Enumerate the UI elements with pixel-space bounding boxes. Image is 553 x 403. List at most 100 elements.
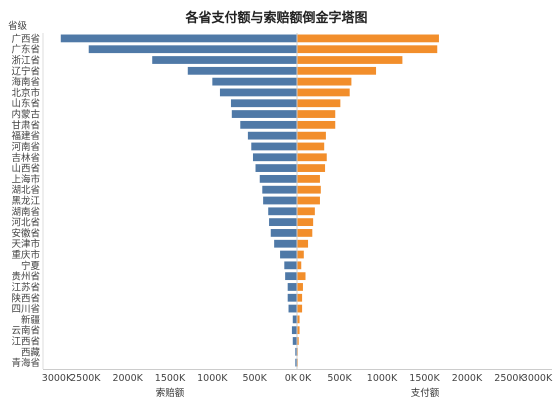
bar-索赔额-3 [187, 66, 297, 75]
bar-支付额-2 [297, 56, 403, 64]
category-label: 安徽省 [11, 227, 40, 239]
bar-索赔额-28 [292, 337, 297, 345]
category-label: 海南省 [11, 76, 40, 88]
category-label: 甘肃省 [11, 119, 40, 131]
bar-支付额-17 [297, 218, 314, 227]
category-label: 新疆 [21, 314, 41, 326]
x-right-tick-label: 1000K [367, 373, 398, 384]
bar-支付额-24 [297, 293, 303, 302]
category-label: 重庆市 [11, 249, 40, 261]
category-label: 湖北省 [11, 184, 40, 196]
bar-索赔额-2 [152, 56, 297, 64]
category-label: 河南省 [11, 141, 40, 153]
bar-索赔额-12 [255, 164, 297, 172]
x-left-tick-label: 2000K [112, 373, 143, 384]
bar-索赔额-0 [60, 34, 297, 43]
x-right-tick-label: 500K [327, 373, 352, 384]
bar-索赔额-8 [240, 120, 297, 129]
bar-索赔额-20 [280, 250, 297, 259]
x-left-tick-label: 1000K [197, 373, 228, 384]
bar-支付额-12 [297, 164, 326, 172]
bar-索赔额-13 [259, 174, 297, 183]
bar-索赔额-23 [287, 283, 297, 291]
bar-支付额-14 [297, 185, 321, 194]
x-right-tick-label: 3000K [522, 373, 553, 384]
bar-索赔额-29 [295, 347, 297, 356]
bar-索赔额-9 [247, 131, 297, 140]
bar-支付额-16 [297, 207, 315, 216]
category-label: 云南省 [11, 325, 40, 337]
bar-索赔额-4 [212, 77, 297, 86]
bar-支付额-6 [297, 99, 341, 108]
bar-索赔额-18 [270, 229, 297, 237]
category-label: 江西省 [11, 335, 40, 347]
category-label: 福建省 [11, 130, 40, 142]
bar-索赔额-5 [219, 88, 297, 97]
bar-索赔额-7 [231, 110, 297, 118]
bar-支付额-9 [297, 131, 326, 140]
x-left-tick-label: 3000K [42, 373, 73, 384]
x-left-tick-label: 1500K [155, 373, 186, 384]
bar-支付额-5 [297, 88, 350, 97]
bar-索赔额-30 [295, 358, 297, 367]
bar-支付额-0 [297, 34, 439, 43]
x-left-tick-label: 2500K [70, 373, 101, 384]
x-left-tick-label: 0K [285, 373, 298, 384]
category-label: 江苏省 [11, 281, 40, 293]
category-label: 山东省 [11, 98, 40, 110]
bar-索赔额-25 [288, 304, 297, 313]
category-label: 吉林省 [11, 152, 40, 164]
bar-支付额-10 [297, 142, 325, 151]
chart-title: 各省支付额与索赔额倒金字塔图 [185, 11, 368, 26]
bar-支付额-23 [297, 283, 303, 291]
bar-支付额-28 [297, 337, 299, 345]
category-label: 北京市 [11, 87, 40, 99]
category-label: 天津市 [11, 238, 40, 250]
category-axis-label: 省级 [8, 20, 28, 32]
category-label: 西藏 [21, 346, 41, 358]
category-label: 陕西省 [11, 292, 40, 304]
x-left-axis-title: 索赔额 [156, 387, 185, 399]
bar-支付额-8 [297, 120, 336, 129]
category-label: 青海省 [11, 357, 40, 369]
bar-支付额-1 [297, 45, 438, 54]
bar-索赔额-21 [284, 261, 297, 270]
category-label: 上海市 [11, 173, 40, 185]
bar-支付额-27 [297, 326, 300, 335]
x-left-tick-label: 500K [242, 373, 267, 384]
x-right-axis-title: 支付额 [411, 387, 440, 399]
x-right-tick-label: 1500K [409, 373, 440, 384]
bar-支付额-7 [297, 110, 336, 118]
bar-支付额-11 [297, 153, 327, 162]
bar-支付额-4 [297, 77, 352, 86]
x-right-tick-label: 2000K [452, 373, 483, 384]
bar-支付额-22 [297, 272, 306, 281]
bar-支付额-19 [297, 239, 309, 248]
category-label: 贵州省 [11, 271, 40, 283]
bar-索赔额-1 [88, 45, 297, 54]
x-right-tick-label: 2500K [494, 373, 525, 384]
bar-索赔额-15 [263, 196, 297, 205]
bar-索赔额-19 [274, 239, 297, 248]
category-label: 辽宁省 [11, 65, 40, 77]
category-label: 四川省 [11, 303, 40, 315]
bar-索赔额-16 [268, 207, 297, 216]
bar-支付额-15 [297, 196, 320, 205]
category-label: 广东省 [11, 44, 40, 56]
bar-索赔额-10 [251, 142, 297, 151]
category-label: 山西省 [11, 163, 40, 175]
category-label: 广西省 [11, 33, 40, 45]
bar-索赔额-14 [262, 185, 297, 194]
bar-支付额-18 [297, 229, 313, 237]
bar-索赔额-6 [230, 99, 297, 108]
bar-索赔额-27 [291, 326, 297, 335]
x-right-tick-label: 0K [299, 373, 312, 384]
bar-支付额-3 [297, 66, 377, 75]
bar-索赔额-22 [285, 272, 297, 281]
category-label: 黑龙江 [11, 195, 40, 207]
bar-索赔额-17 [269, 218, 297, 227]
bar-索赔额-24 [287, 293, 297, 302]
bar-索赔额-11 [252, 153, 297, 162]
